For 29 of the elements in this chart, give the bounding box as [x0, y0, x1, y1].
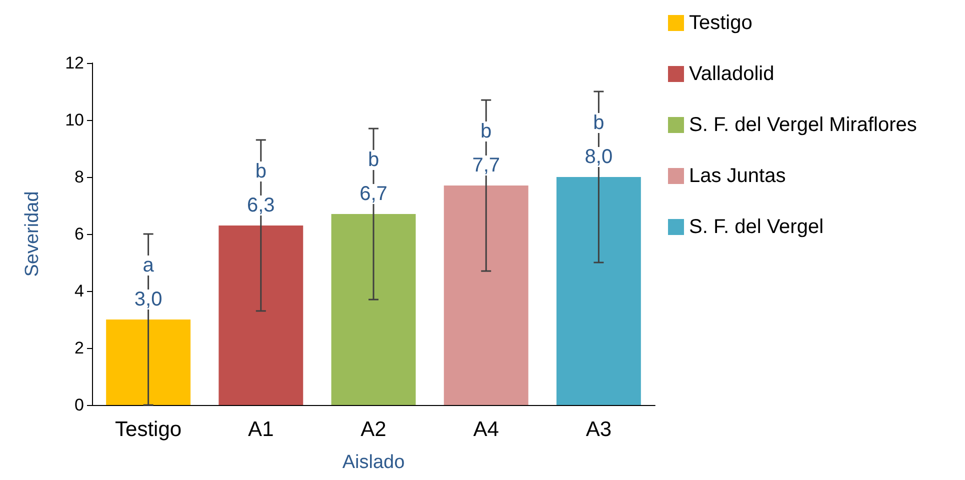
annotation: b — [480, 120, 492, 143]
y-tick-label: 10 — [65, 110, 84, 130]
y-tick-label: 8 — [74, 168, 84, 186]
legend-label: Valladolid — [689, 63, 774, 85]
x-tick-label: A4 — [473, 418, 500, 441]
data-label: 3,0 — [134, 288, 162, 310]
data-label: 7,7 — [472, 154, 500, 177]
data-label: 6,7 — [360, 183, 388, 206]
legend-label: Testigo — [689, 12, 752, 34]
data-label: 6,3 — [246, 194, 275, 216]
y-tick-label: 4 — [74, 282, 84, 300]
x-tick-label: Testigo — [115, 418, 182, 441]
y-tick-label: 2 — [74, 338, 84, 358]
x-tick-label: A3 — [586, 418, 612, 441]
annotation: b — [255, 160, 266, 182]
data-label: 8,0 — [584, 146, 613, 168]
y-axis-title: Severidad — [22, 191, 43, 277]
x-tick-label: A2 — [360, 418, 386, 441]
legend-label: S. F. del Vergel — [689, 216, 824, 238]
x-tick-label: A1 — [248, 418, 274, 441]
legend-label: S. F. del Vergel Miraflores — [689, 114, 917, 136]
y-tick-label: 0 — [74, 396, 84, 414]
annotation: a — [142, 254, 155, 276]
legend-label: Las Juntas — [689, 165, 786, 187]
annotation: b — [368, 149, 380, 172]
y-tick-label: 12 — [65, 54, 84, 72]
annotation: b — [593, 112, 604, 134]
y-tick-label: 6 — [74, 224, 84, 244]
x-axis-title: Aislado — [342, 452, 405, 473]
